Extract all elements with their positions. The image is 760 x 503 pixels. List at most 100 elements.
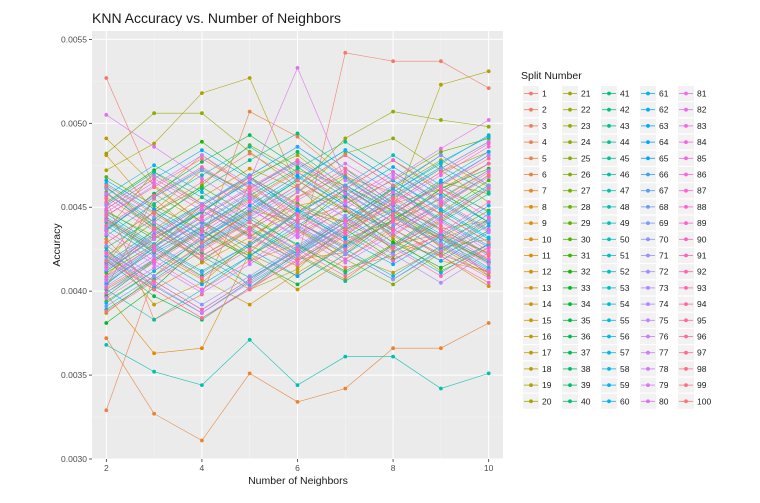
data-point-91 bbox=[247, 232, 252, 237]
data-point-72 bbox=[486, 218, 491, 223]
data-point-84 bbox=[343, 191, 348, 196]
data-point-45 bbox=[152, 170, 157, 174]
legend-key-point bbox=[529, 237, 533, 242]
data-point-64 bbox=[295, 274, 300, 278]
legend-key-point bbox=[529, 107, 533, 112]
data-point-88 bbox=[391, 259, 395, 263]
legend-label: 98 bbox=[697, 364, 707, 374]
legend-key-point bbox=[529, 334, 533, 339]
legend-label: 43 bbox=[620, 121, 630, 131]
data-point-70 bbox=[486, 183, 491, 188]
legend-label: 95 bbox=[697, 315, 707, 325]
legend-key-point bbox=[684, 140, 688, 145]
data-point-70 bbox=[343, 213, 348, 218]
legend-key-point bbox=[607, 269, 611, 274]
legend-label: 92 bbox=[697, 267, 707, 277]
legend-label: 62 bbox=[659, 105, 669, 115]
data-point-97 bbox=[343, 240, 348, 245]
legend-key-point bbox=[646, 237, 650, 242]
legend-key-point bbox=[684, 318, 688, 323]
data-point-84 bbox=[247, 190, 252, 195]
data-point-97 bbox=[247, 185, 252, 190]
data-point-74 bbox=[439, 280, 443, 285]
data-point-87 bbox=[152, 228, 157, 233]
data-point-78 bbox=[104, 296, 109, 300]
legend-label: 91 bbox=[697, 251, 707, 261]
data-point-83 bbox=[486, 144, 491, 149]
legend-key-point bbox=[684, 269, 688, 274]
legend-label: 100 bbox=[697, 396, 711, 406]
legend-key-point bbox=[607, 350, 611, 355]
data-point-82 bbox=[439, 220, 443, 225]
data-point-8 bbox=[152, 351, 157, 356]
legend-label: 40 bbox=[581, 396, 591, 406]
data-point-81 bbox=[104, 113, 109, 117]
legend-key-point bbox=[646, 140, 650, 145]
data-point-54 bbox=[391, 186, 395, 191]
data-point-88 bbox=[152, 233, 157, 238]
data-point-60 bbox=[439, 270, 443, 275]
data-point-98 bbox=[486, 254, 491, 258]
data-point-70 bbox=[247, 274, 252, 278]
legend-key-point bbox=[646, 383, 650, 387]
data-point-81 bbox=[295, 235, 300, 240]
data-point-77 bbox=[200, 290, 204, 295]
legend-key-point bbox=[684, 367, 688, 371]
legend-label: 25 bbox=[581, 153, 591, 163]
legend-key-point bbox=[568, 91, 572, 96]
data-point-91 bbox=[200, 203, 204, 208]
legend-label: 12 bbox=[542, 267, 552, 277]
data-point-62 bbox=[486, 203, 491, 208]
data-point-8 bbox=[200, 346, 204, 351]
legend-key-point bbox=[529, 156, 533, 161]
data-point-96 bbox=[343, 274, 348, 278]
data-point-61 bbox=[200, 148, 204, 153]
y-tick-label: 0.0035 bbox=[61, 370, 87, 380]
data-point-72 bbox=[295, 223, 300, 228]
data-point-97 bbox=[104, 213, 109, 218]
legend-key-point bbox=[568, 318, 572, 323]
legend-key-point bbox=[568, 399, 572, 404]
data-point-95 bbox=[200, 254, 204, 258]
data-point-32 bbox=[200, 139, 204, 144]
data-point-93 bbox=[439, 190, 443, 195]
data-point-24 bbox=[391, 136, 395, 141]
data-point-91 bbox=[343, 230, 348, 235]
legend-key-point bbox=[646, 221, 650, 226]
data-point-62 bbox=[343, 237, 348, 242]
y-tick-label: 0.0055 bbox=[61, 34, 87, 44]
data-point-42 bbox=[343, 270, 348, 275]
data-point-6 bbox=[247, 371, 252, 376]
data-point-87 bbox=[200, 257, 204, 262]
data-point-69 bbox=[439, 195, 443, 200]
legend-label: 27 bbox=[581, 186, 591, 196]
legend-label: 31 bbox=[581, 251, 591, 261]
legend-label: 32 bbox=[581, 267, 591, 277]
data-point-68 bbox=[104, 304, 109, 309]
legend-key-point bbox=[646, 334, 650, 339]
legend-label: 29 bbox=[581, 218, 591, 228]
data-point-14 bbox=[152, 302, 157, 307]
legend-key-point bbox=[646, 124, 650, 128]
legend-key-point bbox=[529, 188, 533, 193]
legend-label: 61 bbox=[659, 89, 669, 99]
data-point-80 bbox=[152, 237, 157, 242]
legend-label: 8 bbox=[542, 202, 547, 212]
data-point-80 bbox=[247, 178, 252, 183]
data-point-77 bbox=[391, 173, 395, 178]
data-point-56 bbox=[486, 223, 491, 228]
legend-key-point bbox=[568, 156, 572, 161]
legend-key-point bbox=[568, 383, 572, 387]
data-point-97 bbox=[295, 213, 300, 218]
data-point-96 bbox=[152, 279, 157, 283]
x-axis-title: Number of Neighbors bbox=[248, 475, 348, 487]
data-point-6 bbox=[295, 400, 300, 404]
data-point-91 bbox=[104, 207, 109, 211]
data-point-36 bbox=[247, 133, 252, 138]
data-point-84 bbox=[200, 218, 204, 223]
legend-label: 7 bbox=[542, 186, 547, 196]
data-point-23 bbox=[391, 109, 395, 114]
legend-key-point bbox=[607, 318, 611, 323]
data-point-90 bbox=[486, 280, 491, 285]
data-point-97 bbox=[486, 156, 491, 161]
